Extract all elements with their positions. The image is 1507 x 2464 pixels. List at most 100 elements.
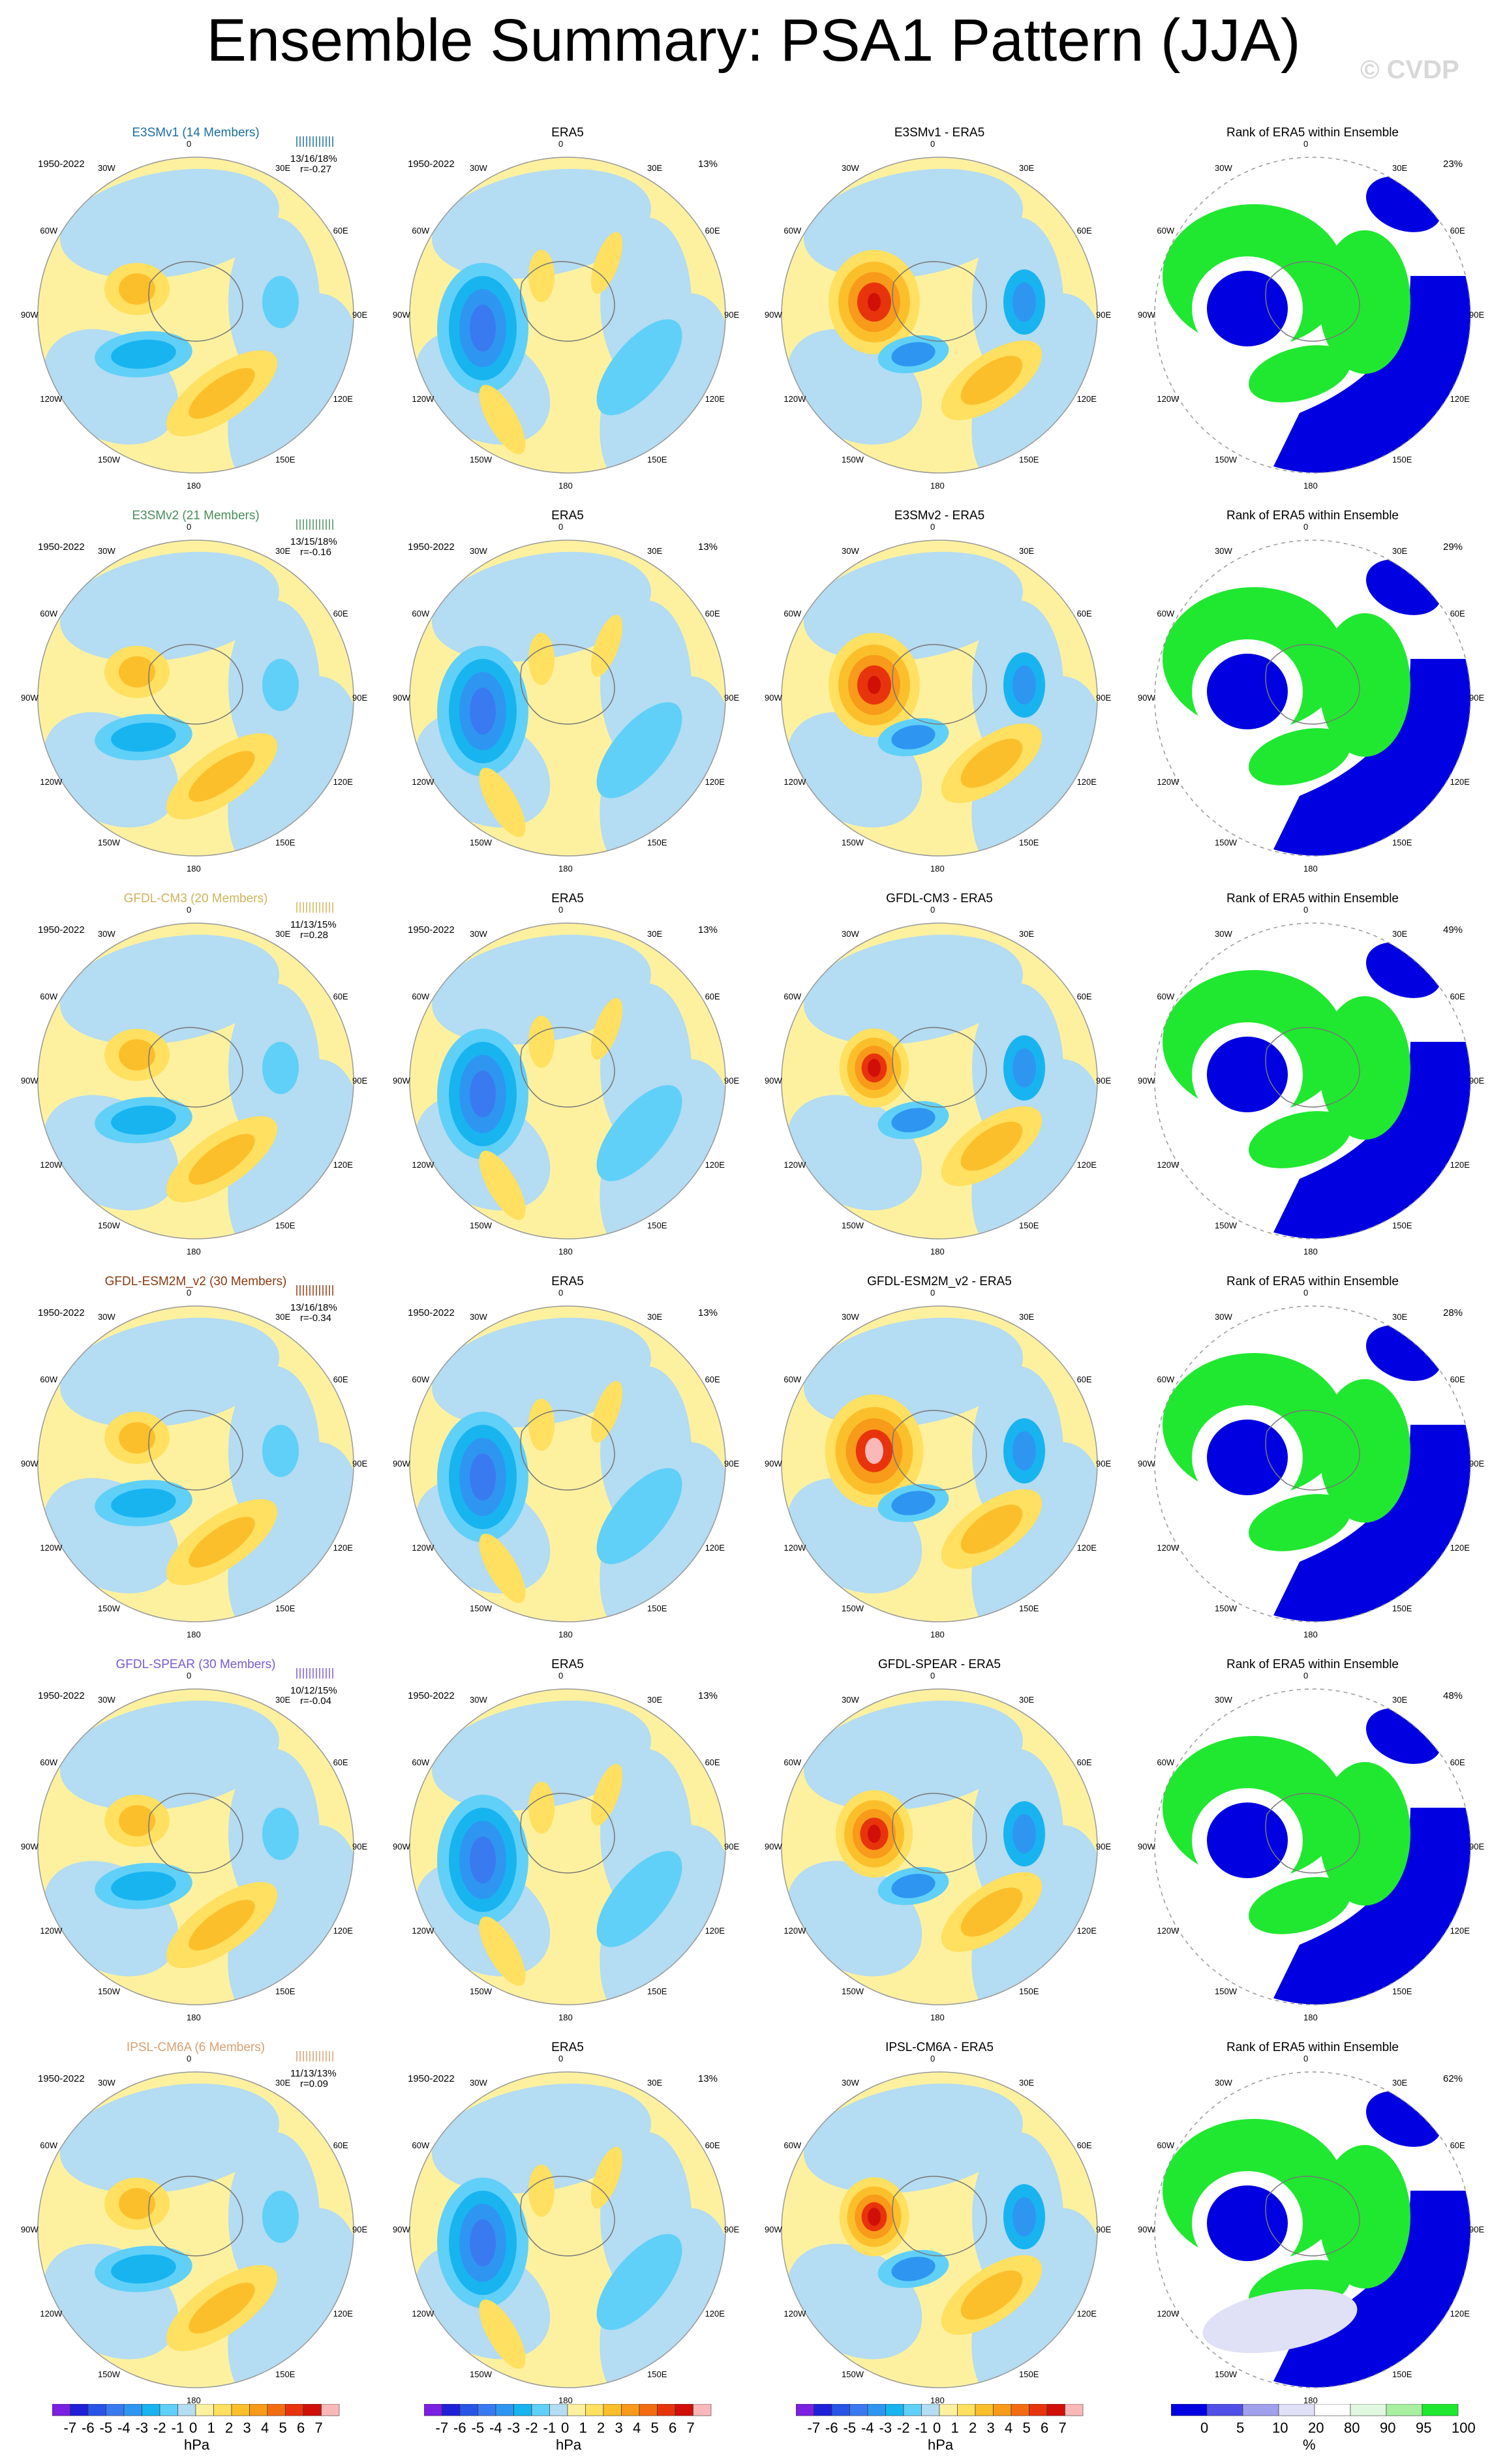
lon-label: 60W [784, 992, 802, 1001]
lon-label: 0 [1303, 1288, 1309, 1298]
high-center [119, 1805, 155, 1836]
lon-label: 120W [1157, 1926, 1180, 1936]
lon-label: 0 [930, 1288, 936, 1298]
lon-label: 180 [558, 1630, 573, 1639]
polar-map [781, 1688, 1098, 2005]
colorbar-tick: -7 [63, 2420, 77, 2436]
colorbar-swatch [639, 2404, 658, 2416]
colorbar-swatch [1422, 2404, 1459, 2416]
rank-pct: 49% [1443, 924, 1463, 935]
lon-label: 180 [1303, 1247, 1318, 1256]
high-center [868, 2208, 881, 2226]
colorbar [796, 2404, 1084, 2416]
map-border [37, 157, 354, 474]
lon-label: 60W [412, 1375, 430, 1384]
colorbar-swatch [70, 2404, 89, 2416]
colorbar [1171, 2404, 1459, 2416]
rank-pct: 62% [1443, 2073, 1463, 2084]
colorbar-swatch [603, 2404, 622, 2416]
lon-label: 90E [724, 1842, 740, 1851]
lon-label: 150W [470, 1986, 492, 1996]
lon-label: 30W [470, 1312, 487, 1322]
low-center [470, 688, 496, 735]
low-center [262, 1808, 299, 1860]
colorbar-tick: -5 [471, 2420, 485, 2436]
colorbar-tick: 0 [1200, 2420, 1209, 2436]
lon-label: 60W [40, 226, 58, 236]
colorbar-swatch [831, 2404, 850, 2416]
lon-label: 30W [98, 163, 115, 174]
colorbar-swatch [442, 2404, 461, 2416]
colorbar-tick: 0 [561, 2420, 570, 2436]
coastline [892, 1410, 987, 1491]
colorbar-swatch [814, 2404, 832, 2416]
era5-title: ERA5 [551, 892, 584, 905]
lon-label: 90E [1469, 1459, 1485, 1468]
lon-label: 60E [1450, 1375, 1465, 1384]
colorbar-tick: 2 [969, 2420, 977, 2436]
lon-label: 60W [412, 992, 430, 1001]
lon-label: 120W [1157, 1160, 1180, 1170]
colorbar-swatch [585, 2404, 604, 2416]
high-region [960, 2270, 1023, 2320]
rank-high-region [1249, 345, 1350, 403]
lon-label: 30W [1215, 2078, 1232, 2088]
spread-glyph [296, 902, 333, 913]
lon-label: 120W [1157, 394, 1180, 404]
lon-label: 90E [724, 1459, 740, 1468]
lon-label: 60E [1076, 609, 1092, 618]
coastline [1265, 1793, 1360, 1874]
colorbar-tick: -1 [543, 2420, 556, 2436]
high-region [590, 232, 623, 294]
lon-label: 30E [1019, 163, 1035, 174]
lon-label: 90E [1096, 310, 1112, 320]
lon-label: 120E [1076, 2309, 1097, 2319]
lon-label: 120E [1076, 394, 1097, 404]
period-label: 1950-2022 [408, 1307, 455, 1318]
lon-label: 120W [784, 1926, 806, 1936]
lon-label: 150W [1215, 2369, 1237, 2379]
colorbar-swatch [975, 2404, 994, 2416]
lon-label: 120W [1157, 2309, 1180, 2319]
lon-label: 0 [187, 139, 192, 149]
lon-label: 150W [98, 1220, 120, 1230]
low-region [432, 934, 651, 1045]
colorbar-tick: -4 [117, 2420, 130, 2436]
era5-title: ERA5 [551, 509, 584, 523]
lon-label: 180 [930, 481, 945, 491]
colorbar-swatch [285, 2404, 304, 2416]
lon-label: 120E [1450, 1543, 1470, 1553]
lon-label: 90E [724, 310, 740, 320]
colorbar-swatch [123, 2404, 142, 2416]
era5-title: ERA5 [551, 1658, 584, 1671]
low-center [891, 2257, 936, 2281]
rank-pct: 48% [1443, 1690, 1463, 1701]
era5-title: ERA5 [551, 1275, 584, 1288]
lon-label: 120E [1450, 2309, 1470, 2319]
lon-label: 30E [275, 1312, 291, 1322]
coastline [1265, 1410, 1360, 1491]
rank-low-region [1273, 1425, 1470, 1622]
colorbar-tick: 6 [1041, 2420, 1049, 2436]
high-region [960, 738, 1023, 788]
lon-label: 90W [393, 310, 410, 320]
lon-label: 60E [705, 2140, 720, 2150]
colorbar-tick: 6 [669, 2420, 677, 2436]
rank-low-region [1273, 1042, 1470, 1239]
rank-low-region [1273, 1808, 1470, 2005]
lon-label: 90W [393, 693, 410, 703]
coastline [1265, 261, 1360, 342]
lon-label: 90W [765, 1842, 782, 1851]
rank-map [1154, 540, 1471, 857]
lon-label: 180 [1303, 1630, 1318, 1639]
lon-label: 60E [705, 609, 720, 618]
period-label: 1950-2022 [38, 1690, 85, 1701]
rank-title: Rank of ERA5 within Ensemble [1226, 892, 1399, 905]
lon-label: 90W [21, 310, 38, 320]
lon-label: 90W [393, 1459, 410, 1468]
lon-label: 90E [1469, 2225, 1485, 2234]
lon-label: 30W [1215, 1312, 1232, 1322]
lon-label: 180 [1303, 2396, 1318, 2405]
lon-label: 120E [1450, 1926, 1470, 1936]
colorbar-unit: hPa [184, 2437, 210, 2453]
